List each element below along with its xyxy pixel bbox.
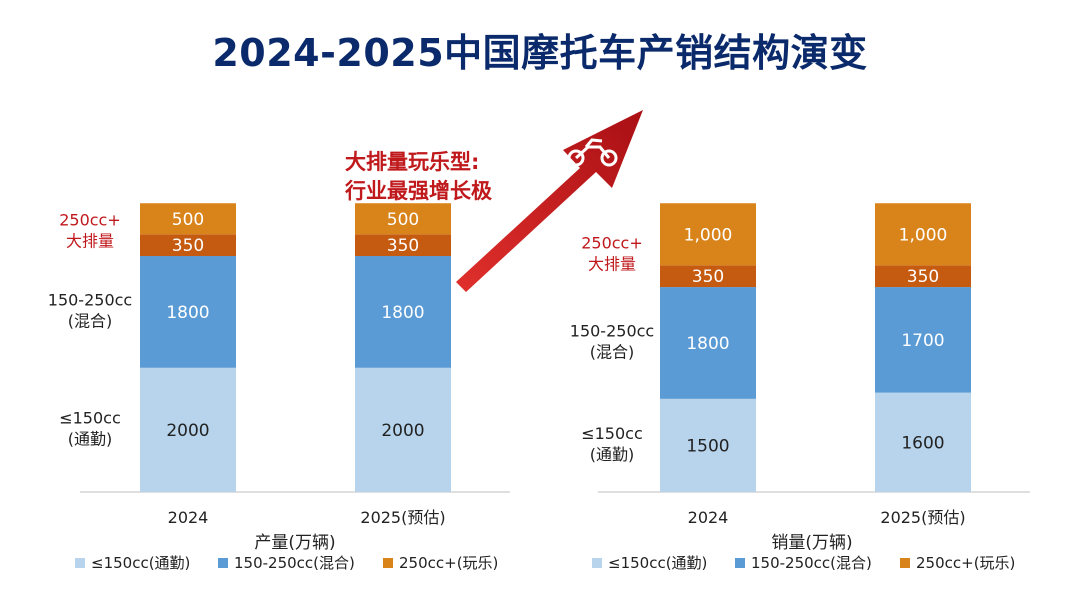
data-label: 2000 [381, 421, 424, 441]
data-label: 500 [387, 210, 419, 230]
bar-segment-big [660, 203, 756, 266]
legend-swatch [75, 558, 85, 568]
bar-segment-commute [660, 398, 756, 492]
data-label: 1500 [686, 436, 729, 456]
data-label: 1,000 [899, 225, 948, 245]
segment-label-commute: (通勤) [590, 445, 635, 464]
legend-swatch [900, 558, 910, 568]
bar-segment-mixed [140, 256, 236, 368]
data-label: 1800 [686, 334, 729, 354]
legend-swatch [383, 558, 393, 568]
bar-segment-big [660, 265, 756, 288]
x-axis-title: 销量(万辆) [771, 533, 852, 553]
bar-segment-commute [355, 367, 451, 492]
segment-label-commute: ≤150cc [59, 408, 121, 427]
bar-segment-big [355, 203, 451, 235]
legend-swatch [218, 558, 228, 568]
data-label: 1700 [901, 331, 944, 351]
legend-label: ≤150cc(通勤) [608, 554, 707, 572]
data-label: 1800 [166, 303, 209, 323]
legend-label: 150-250cc(混合) [234, 554, 355, 572]
legend-swatch [592, 558, 602, 568]
bar-segment-big [355, 234, 451, 257]
x-tick-label: 2025(预估) [360, 508, 445, 527]
segment-label-big: 250cc+ [59, 210, 121, 229]
bar-segment-big [875, 265, 971, 288]
x-tick-label: 2024 [168, 508, 209, 527]
data-label: 350 [172, 236, 204, 256]
segment-label-commute: ≤150cc [581, 424, 643, 443]
data-label: 1600 [901, 433, 944, 453]
data-label: 350 [387, 236, 419, 256]
legend-label: 250cc+(玩乐) [399, 554, 498, 572]
data-label: 1800 [381, 303, 424, 323]
x-axis-title: 产量(万辆) [254, 533, 335, 553]
bar-segment-mixed [660, 287, 756, 399]
segment-label-big: 大排量 [588, 255, 636, 274]
growth-annotation: 大排量玩乐型: 行业最强增长极 [345, 148, 535, 206]
data-label: 2000 [166, 421, 209, 441]
bar-segment-commute [140, 367, 236, 492]
segment-label-commute: (通勤) [68, 429, 113, 448]
x-tick-label: 2024 [688, 508, 729, 527]
bar-segment-commute [875, 392, 971, 492]
segment-label-mixed: (混合) [590, 342, 635, 361]
legend-label: ≤150cc(通勤) [91, 554, 190, 572]
annotation-line-2: 行业最强增长极 [345, 179, 492, 203]
motorcycle-icon [567, 138, 618, 167]
segment-label-mixed: 150-250cc [48, 290, 132, 309]
segment-label-big: 250cc+ [581, 234, 643, 253]
legend-swatch [735, 558, 745, 568]
bar-segment-big [140, 234, 236, 257]
page-title: 2024-2025中国摩托车产销结构演变 [212, 31, 868, 75]
segment-label-mixed: (混合) [68, 311, 113, 330]
x-tick-label: 2025(预估) [880, 508, 965, 527]
segment-label-mixed: 150-250cc [570, 321, 654, 340]
bar-segment-mixed [355, 256, 451, 368]
bar-segment-big [875, 203, 971, 266]
bar-segment-mixed [875, 287, 971, 393]
legend-label: 250cc+(玩乐) [916, 554, 1015, 572]
bar-segment-big [140, 203, 236, 235]
data-label: 1,000 [684, 225, 733, 245]
segment-label-big: 大排量 [66, 231, 114, 250]
annotation-line-1: 大排量玩乐型: [345, 150, 480, 174]
growth-arrow [456, 110, 643, 292]
legend-label: 150-250cc(混合) [751, 554, 872, 572]
data-label: 350 [692, 267, 724, 287]
data-label: 500 [172, 210, 204, 230]
data-label: 350 [907, 267, 939, 287]
